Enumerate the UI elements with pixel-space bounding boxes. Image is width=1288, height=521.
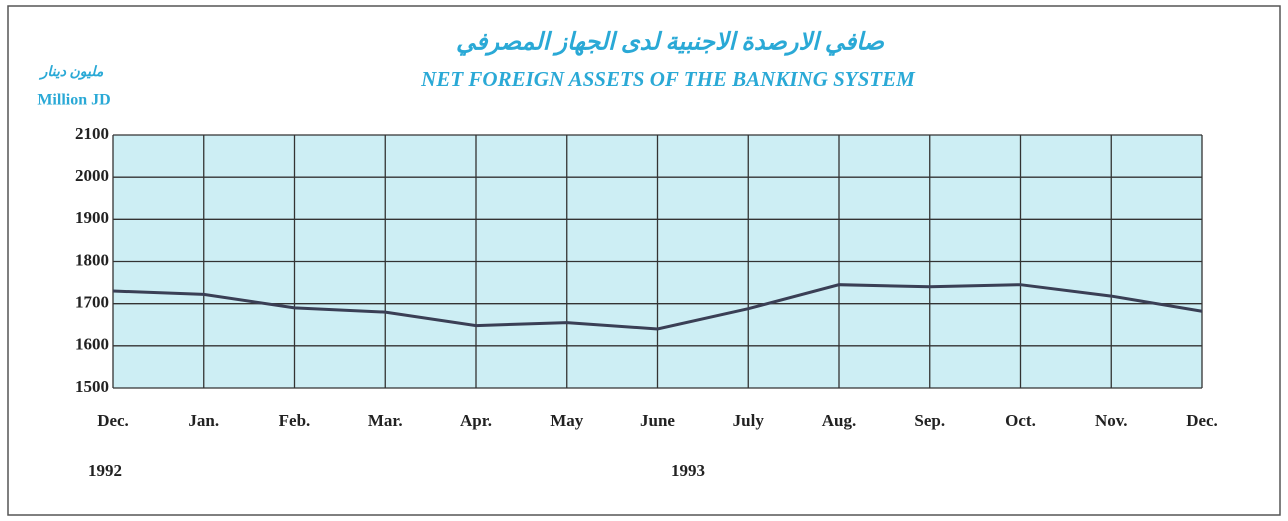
- y-tick-label: 1800: [75, 250, 109, 269]
- y-tick-label: 1700: [75, 293, 109, 312]
- y-tick-label: 1900: [75, 208, 109, 227]
- x-tick-label: Oct.: [1005, 411, 1036, 430]
- y-label-ar: مليون دينار: [39, 65, 104, 80]
- x-tick-label: May: [550, 411, 584, 430]
- x-tick-label: Aug.: [822, 411, 856, 430]
- chart-title: NET FOREIGN ASSETS OF THE BANKING SYSTEM: [420, 67, 916, 91]
- chart-title-ar: صافي الارصدة الاجنبية لدى الجهاز المصرفي: [456, 30, 885, 57]
- year-label: 1993: [671, 461, 705, 480]
- x-tick-label: Jan.: [188, 411, 219, 430]
- year-label: 1992: [88, 461, 122, 480]
- y-tick-label: 2000: [75, 166, 109, 185]
- x-tick-label: July: [733, 411, 765, 430]
- x-tick-label: Mar.: [368, 411, 403, 430]
- x-tick-label: Apr.: [460, 411, 492, 430]
- y-tick-label: 1600: [75, 335, 109, 354]
- x-tick-label: June: [640, 411, 675, 430]
- x-tick-label: Dec.: [1186, 411, 1218, 430]
- y-label: Million JD: [37, 92, 110, 109]
- x-tick-label: Nov.: [1095, 411, 1128, 430]
- x-tick-label: Feb.: [279, 411, 311, 430]
- y-tick-label: 1500: [75, 377, 109, 396]
- x-tick-label: Sep.: [914, 411, 945, 430]
- x-tick-label: Dec.: [97, 411, 129, 430]
- series-line: [112, 283, 1203, 331]
- y-tick-label: 2100: [75, 124, 109, 143]
